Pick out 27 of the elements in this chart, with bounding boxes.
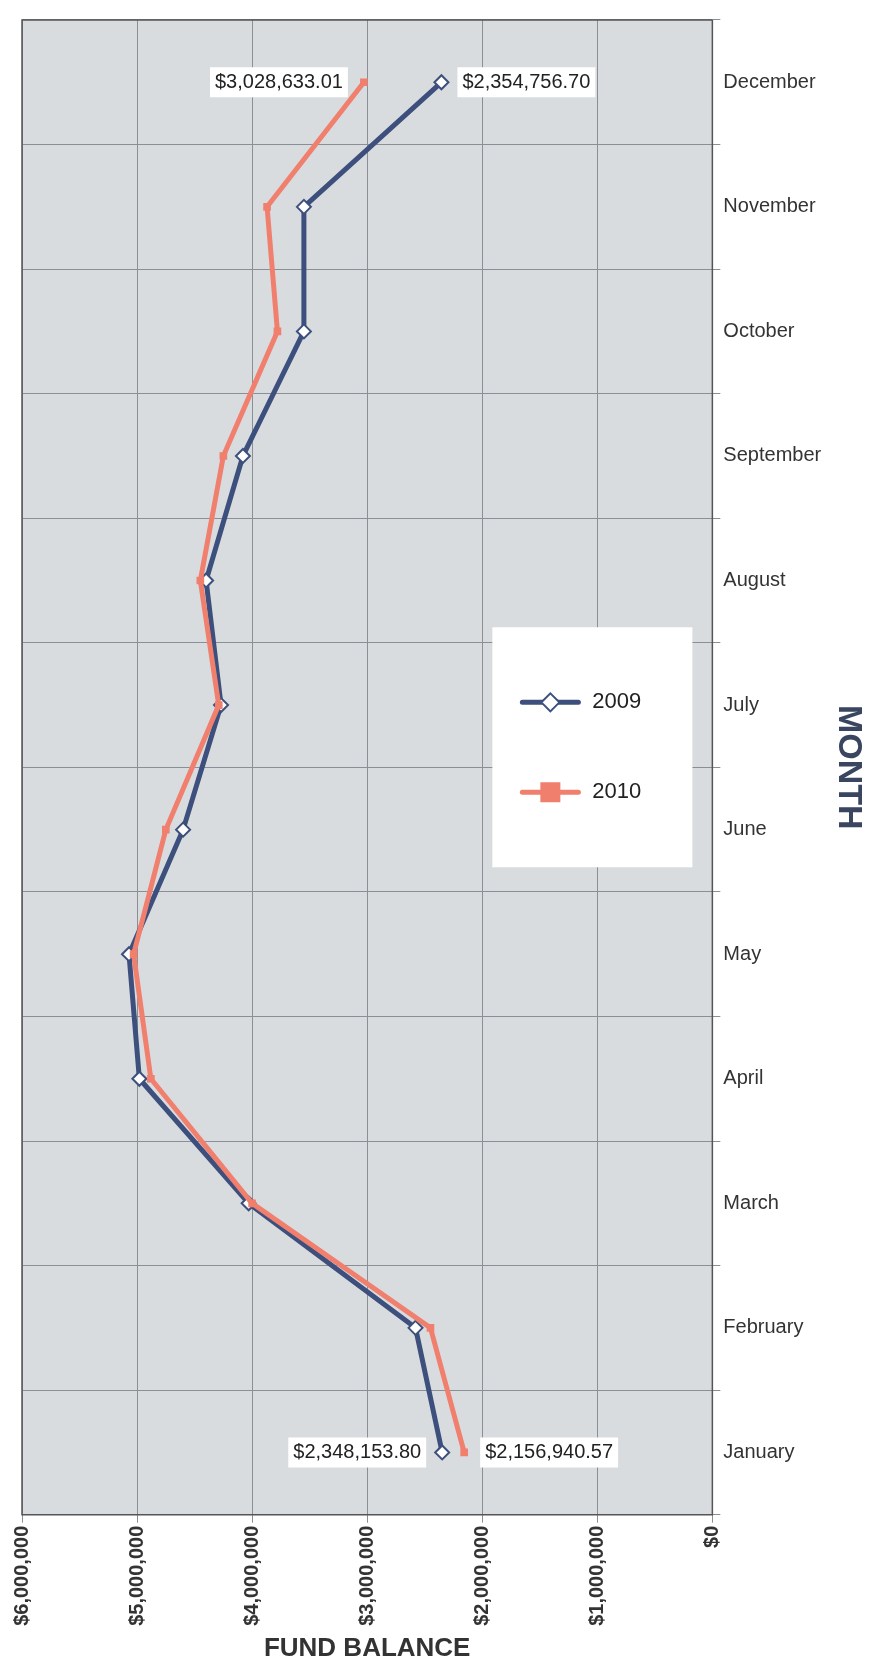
y-tick-label: April: [723, 1066, 764, 1089]
y-tick-label: July: [723, 692, 759, 715]
legend-label: 2010: [592, 778, 642, 804]
y-tick-label: September: [723, 443, 822, 466]
y-tick-label: May: [723, 941, 762, 964]
x-tick-label: $3,000,000: [354, 1525, 377, 1626]
y-tick-label: March: [723, 1190, 779, 1213]
y-tick-label: December: [723, 69, 816, 92]
legend-label: 2009: [592, 688, 642, 714]
x-tick-label: $5,000,000: [124, 1525, 147, 1626]
x-tick-label: $2,000,000: [469, 1525, 492, 1626]
x-tick-label: $6,000,000: [9, 1525, 32, 1626]
x-tick-label: $0: [699, 1525, 722, 1548]
y-tick-label: October: [723, 318, 795, 341]
data-label: $2,354,756.70: [462, 69, 591, 92]
x-axis-title: FUND BALANCE: [263, 1631, 471, 1662]
y-tick-label: June: [723, 817, 767, 840]
data-label: $2,156,940.57: [485, 1439, 614, 1462]
y-tick-label: November: [723, 194, 816, 217]
y-axis-title: MONTH: [832, 705, 871, 830]
x-tick-label: $1,000,000: [584, 1525, 607, 1626]
x-tick-label: $4,000,000: [239, 1525, 262, 1626]
y-tick-label: January: [723, 1439, 795, 1462]
y-tick-label: February: [723, 1315, 804, 1338]
data-label: $3,028,633.01: [214, 69, 343, 92]
y-tick-label: August: [723, 568, 787, 591]
data-label: $2,348,153.80: [293, 1439, 422, 1462]
